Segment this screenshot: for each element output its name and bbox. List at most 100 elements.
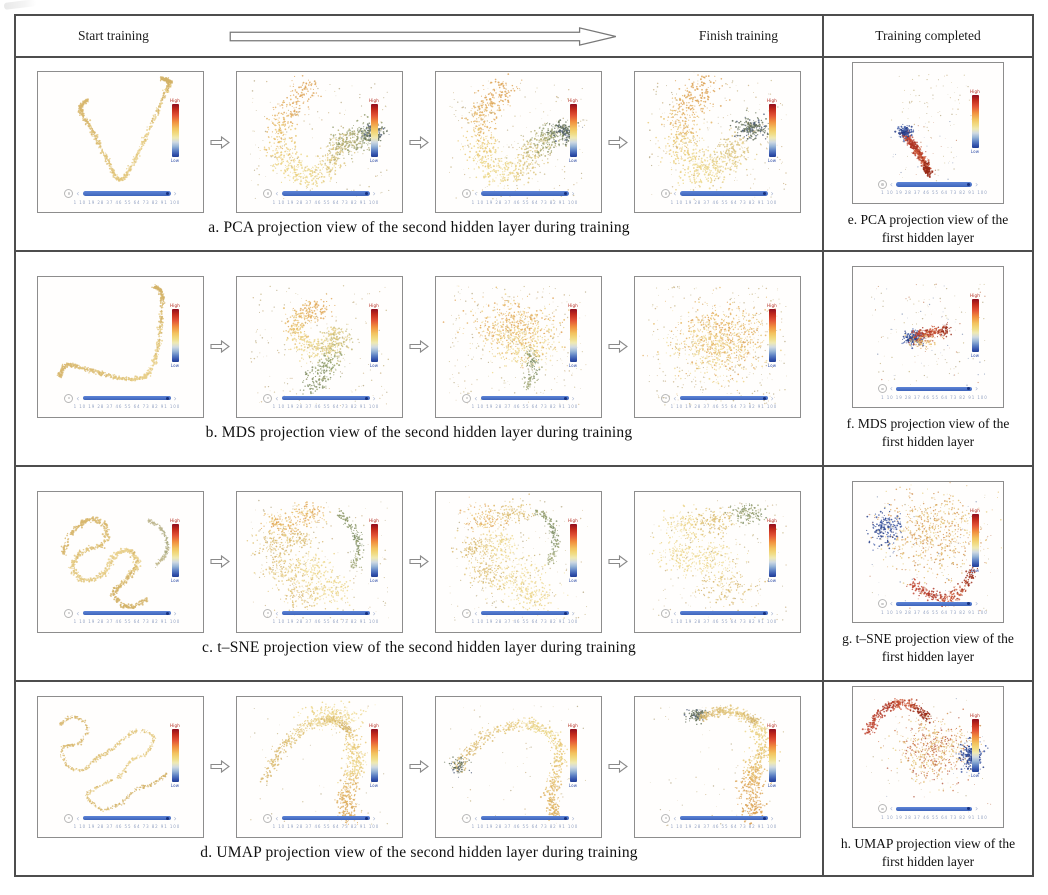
slider-handle[interactable] — [967, 182, 970, 186]
slider-handle[interactable] — [165, 816, 169, 820]
prev-epoch-icon[interactable]: ‹ — [76, 813, 80, 823]
slider-handle[interactable] — [165, 192, 169, 195]
slider-handle[interactable] — [967, 807, 970, 811]
slider-handle[interactable] — [364, 396, 368, 400]
prev-epoch-icon[interactable]: ‹ — [275, 608, 279, 618]
slider-track[interactable] — [82, 191, 171, 196]
slider-track[interactable] — [679, 610, 768, 616]
prev-epoch-icon[interactable]: ‹ — [76, 393, 80, 403]
play-button[interactable] — [462, 608, 472, 618]
slider-handle[interactable] — [967, 387, 970, 391]
slider-handle[interactable] — [165, 611, 169, 615]
play-button[interactable] — [263, 393, 273, 403]
slider-track[interactable] — [82, 610, 171, 616]
prev-epoch-icon[interactable]: ‹ — [673, 393, 677, 403]
prev-epoch-icon[interactable]: ‹ — [474, 393, 478, 403]
prev-epoch-icon[interactable]: ‹ — [673, 608, 677, 618]
slider-track[interactable] — [896, 806, 972, 812]
slider-track[interactable] — [679, 815, 768, 821]
play-button[interactable] — [877, 384, 887, 394]
next-epoch-icon[interactable]: › — [372, 189, 376, 198]
prev-epoch-icon[interactable]: ‹ — [474, 608, 478, 618]
slider-handle[interactable] — [967, 602, 970, 606]
slider-track[interactable] — [82, 815, 171, 821]
prev-epoch-icon[interactable]: ‹ — [275, 393, 279, 403]
play-button[interactable] — [263, 813, 273, 823]
slider-track[interactable] — [281, 610, 370, 616]
prev-epoch-icon[interactable]: ‹ — [673, 189, 677, 198]
play-button[interactable] — [462, 393, 472, 403]
slider-track[interactable] — [281, 191, 370, 196]
slider-handle[interactable] — [762, 816, 766, 820]
slider-handle[interactable] — [364, 816, 368, 820]
play-button[interactable] — [661, 608, 671, 618]
play-button[interactable] — [661, 813, 671, 823]
next-epoch-icon[interactable]: › — [173, 608, 177, 618]
play-button[interactable] — [263, 189, 273, 198]
play-button[interactable] — [462, 813, 472, 823]
play-button[interactable] — [661, 393, 671, 403]
slider-track[interactable] — [480, 395, 569, 401]
slider-handle[interactable] — [563, 192, 567, 195]
slider-track[interactable] — [679, 191, 768, 196]
next-epoch-icon[interactable]: › — [571, 813, 575, 823]
prev-epoch-icon[interactable]: ‹ — [474, 813, 478, 823]
play-button[interactable] — [877, 179, 887, 189]
next-epoch-icon[interactable]: › — [770, 608, 774, 618]
next-epoch-icon[interactable]: › — [770, 189, 774, 198]
slider-handle[interactable] — [563, 611, 567, 615]
play-button[interactable] — [64, 813, 74, 823]
slider-handle[interactable] — [563, 816, 567, 820]
slider-track[interactable] — [480, 191, 569, 196]
next-epoch-icon[interactable]: › — [975, 804, 979, 814]
prev-epoch-icon[interactable]: ‹ — [673, 813, 677, 823]
prev-epoch-icon[interactable]: ‹ — [889, 384, 893, 394]
next-epoch-icon[interactable]: › — [173, 813, 177, 823]
slider-track[interactable] — [896, 601, 972, 607]
play-button[interactable] — [877, 599, 887, 609]
prev-epoch-icon[interactable]: ‹ — [275, 813, 279, 823]
prev-epoch-icon[interactable]: ‹ — [889, 179, 893, 189]
play-button[interactable] — [462, 189, 472, 198]
slider-track[interactable] — [896, 182, 972, 187]
slider-track[interactable] — [82, 395, 171, 401]
slider-track[interactable] — [896, 386, 972, 392]
next-epoch-icon[interactable]: › — [975, 599, 979, 609]
next-epoch-icon[interactable]: › — [173, 393, 177, 403]
prev-epoch-icon[interactable]: ‹ — [889, 599, 893, 609]
slider-handle[interactable] — [165, 396, 169, 400]
prev-epoch-icon[interactable]: ‹ — [76, 608, 80, 618]
slider-handle[interactable] — [563, 396, 567, 400]
next-epoch-icon[interactable]: › — [975, 384, 979, 394]
next-epoch-icon[interactable]: › — [571, 189, 575, 198]
next-epoch-icon[interactable]: › — [173, 189, 177, 198]
prev-epoch-icon[interactable]: ‹ — [889, 804, 893, 814]
next-epoch-icon[interactable]: › — [770, 813, 774, 823]
next-epoch-icon[interactable]: › — [770, 393, 774, 403]
next-epoch-icon[interactable]: › — [372, 813, 376, 823]
play-button[interactable] — [263, 608, 273, 618]
next-epoch-icon[interactable]: › — [571, 393, 575, 403]
play-button[interactable] — [64, 608, 74, 618]
slider-track[interactable] — [679, 395, 768, 401]
slider-handle[interactable] — [762, 192, 766, 195]
slider-handle[interactable] — [762, 611, 766, 615]
next-epoch-icon[interactable]: › — [571, 608, 575, 618]
next-epoch-icon[interactable]: › — [975, 179, 979, 189]
slider-handle[interactable] — [762, 396, 766, 400]
prev-epoch-icon[interactable]: ‹ — [275, 189, 279, 198]
slider-track[interactable] — [281, 395, 370, 401]
slider-handle[interactable] — [364, 611, 368, 615]
next-epoch-icon[interactable]: › — [372, 608, 376, 618]
prev-epoch-icon[interactable]: ‹ — [76, 189, 80, 198]
play-button[interactable] — [64, 189, 74, 198]
slider-track[interactable] — [281, 815, 370, 821]
next-epoch-icon[interactable]: › — [372, 393, 376, 403]
slider-handle[interactable] — [364, 192, 368, 195]
play-button[interactable] — [64, 393, 74, 403]
prev-epoch-icon[interactable]: ‹ — [474, 189, 478, 198]
play-button[interactable] — [661, 189, 671, 198]
slider-track[interactable] — [480, 815, 569, 821]
slider-track[interactable] — [480, 610, 569, 616]
play-button[interactable] — [877, 804, 887, 814]
